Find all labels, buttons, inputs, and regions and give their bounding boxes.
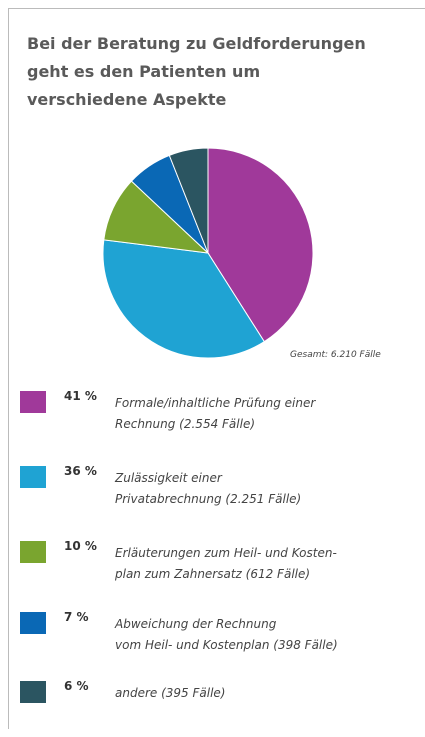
title-line: Bei der Beratung zu Geldforderungen bbox=[27, 34, 366, 53]
legend-swatch bbox=[20, 541, 46, 563]
legend-line: Privatabrechnung (2.251 Fälle) bbox=[115, 492, 302, 506]
legend-item: 36 % Zulässigkeit einer Privatabrechnung (… bbox=[20, 462, 420, 522]
pie-slice bbox=[102, 239, 265, 359]
title-line: geht es den Patienten um bbox=[27, 62, 261, 81]
legend-item: 7 % Abweichung der Rechnung vom Heil- und … bbox=[20, 608, 420, 668]
pie-slice bbox=[207, 147, 314, 343]
legend-item: 10 % Erläuterungen zum Heil- und Kosten-p… bbox=[20, 537, 420, 597]
legend-swatch bbox=[20, 391, 46, 413]
chart-title: Bei der Beratung zu Geldforderungen geht … bbox=[27, 30, 366, 114]
pie-slice bbox=[168, 147, 209, 254]
legend-item: 41 % Formale/inhaltliche Prüfung einer Rec… bbox=[20, 387, 420, 447]
legend-label: Erläuterungen zum Heil- und Kosten-plan … bbox=[115, 539, 337, 588]
legend-line: Rechnung (2.554 Fälle) bbox=[115, 417, 256, 431]
legend-line: Formale/inhaltliche Prüfung einer bbox=[115, 396, 316, 410]
value-label: 6 % bbox=[64, 679, 89, 693]
chart: Gesamt: 6.210 Fälle bbox=[102, 147, 381, 360]
legend-label: Formale/inhaltliche Prüfung einer Rechnun… bbox=[115, 389, 315, 438]
value-label: 7 % bbox=[64, 610, 89, 624]
legend-line: vom Heil- und Kostenplan (398 Fälle) bbox=[115, 638, 338, 652]
value-label: 36 % bbox=[64, 464, 97, 478]
legend-item: 6 % andere (395 Fälle) bbox=[20, 677, 420, 737]
frame bbox=[8, 8, 425, 729]
legend-label: andere (395 Fälle) bbox=[115, 679, 225, 707]
value-label: 10 % bbox=[64, 539, 97, 553]
legend-line: plan zum Zahnersatz (612 Fälle) bbox=[115, 567, 311, 581]
value-label: 41 % bbox=[64, 389, 97, 403]
annotation: Gesamt: 6.210 Fälle bbox=[290, 350, 381, 360]
legend-swatch bbox=[20, 681, 46, 703]
legend-line: Zulässigkeit einer bbox=[115, 471, 222, 485]
legend-label: Abweichung der Rechnung vom Heil- und Kos… bbox=[115, 610, 338, 659]
legend-swatch bbox=[20, 612, 46, 634]
legend-line: Erläuterungen zum Heil- und Kosten- bbox=[115, 546, 337, 560]
legend-line: Abweichung der Rechnung bbox=[115, 617, 277, 631]
legend-line: andere (395 Fälle) bbox=[115, 686, 226, 700]
title-line: verschiedene Aspekte bbox=[27, 90, 227, 109]
legend-swatch bbox=[20, 466, 46, 488]
legend-label: Zulässigkeit einer Privatabrechnung (2.25… bbox=[115, 464, 301, 513]
page: Bei der Beratung zu Geldforderungen geht … bbox=[8, 8, 425, 729]
